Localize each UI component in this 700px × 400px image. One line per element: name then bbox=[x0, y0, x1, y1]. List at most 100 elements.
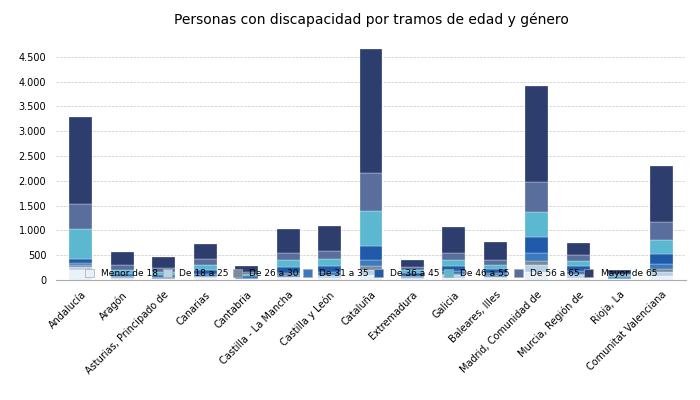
Bar bbox=[401, 279, 424, 280]
Bar bbox=[360, 173, 382, 211]
Bar bbox=[111, 277, 134, 278]
Bar bbox=[442, 260, 466, 266]
Bar bbox=[484, 265, 507, 269]
Bar bbox=[484, 273, 507, 276]
Bar bbox=[276, 229, 300, 253]
Bar bbox=[194, 277, 216, 278]
Bar bbox=[608, 275, 631, 276]
Bar bbox=[608, 276, 631, 278]
Bar bbox=[608, 274, 631, 275]
Bar bbox=[276, 267, 300, 273]
Bar bbox=[69, 263, 92, 265]
Bar bbox=[526, 237, 548, 253]
Bar bbox=[111, 252, 134, 265]
Bar bbox=[69, 270, 92, 280]
Bar bbox=[153, 278, 175, 279]
Bar bbox=[526, 253, 548, 261]
Bar bbox=[567, 278, 589, 280]
Bar bbox=[194, 276, 216, 277]
Bar bbox=[442, 278, 466, 280]
Bar bbox=[401, 273, 424, 276]
Bar bbox=[484, 269, 507, 273]
Bar bbox=[194, 260, 216, 265]
Bar bbox=[111, 274, 134, 276]
Legend: Menor de 18, De 18 a 25, De 26 a 30, De 31 a 35, De 36 a 45, De 46 a 55, De 56 a: Menor de 18, De 18 a 25, De 26 a 30, De … bbox=[85, 269, 657, 278]
Bar bbox=[401, 276, 424, 277]
Bar bbox=[360, 49, 382, 173]
Bar bbox=[442, 275, 466, 278]
Bar bbox=[526, 261, 548, 265]
Title: Personas con discapacidad por tramos de edad y género: Personas con discapacidad por tramos de … bbox=[174, 12, 568, 27]
Bar bbox=[526, 265, 548, 272]
Bar bbox=[360, 274, 382, 280]
Bar bbox=[235, 279, 258, 280]
Bar bbox=[608, 270, 631, 274]
Bar bbox=[235, 276, 258, 278]
Bar bbox=[111, 276, 134, 277]
Bar bbox=[401, 277, 424, 278]
Bar bbox=[442, 274, 466, 275]
Bar bbox=[650, 166, 673, 222]
Bar bbox=[318, 251, 341, 259]
Bar bbox=[69, 229, 92, 259]
Bar bbox=[194, 244, 216, 260]
Bar bbox=[650, 222, 673, 240]
Bar bbox=[153, 272, 175, 275]
Bar bbox=[650, 269, 673, 272]
Bar bbox=[360, 211, 382, 246]
Bar bbox=[567, 242, 589, 256]
Bar bbox=[484, 260, 507, 265]
Bar bbox=[235, 266, 258, 272]
Bar bbox=[567, 256, 589, 261]
Bar bbox=[526, 272, 548, 280]
Bar bbox=[276, 260, 300, 267]
Bar bbox=[69, 259, 92, 263]
Bar bbox=[111, 265, 134, 270]
Bar bbox=[153, 279, 175, 280]
Bar bbox=[318, 226, 341, 251]
Bar bbox=[69, 117, 92, 204]
Bar bbox=[318, 259, 341, 266]
Bar bbox=[401, 278, 424, 279]
Bar bbox=[235, 274, 258, 276]
Bar bbox=[318, 266, 341, 272]
Bar bbox=[153, 275, 175, 277]
Bar bbox=[276, 253, 300, 260]
Bar bbox=[526, 212, 548, 237]
Bar bbox=[567, 275, 589, 278]
Bar bbox=[401, 267, 424, 270]
Bar bbox=[484, 242, 507, 260]
Bar bbox=[69, 265, 92, 267]
Bar bbox=[360, 266, 382, 270]
Bar bbox=[194, 278, 216, 280]
Bar bbox=[153, 268, 175, 272]
Bar bbox=[69, 267, 92, 270]
Bar bbox=[318, 272, 341, 275]
Bar bbox=[360, 246, 382, 260]
Bar bbox=[111, 278, 134, 279]
Bar bbox=[567, 271, 589, 274]
Bar bbox=[401, 260, 424, 267]
Bar bbox=[650, 272, 673, 276]
Bar bbox=[276, 278, 300, 280]
Bar bbox=[650, 254, 673, 264]
Bar bbox=[650, 276, 673, 280]
Bar bbox=[318, 276, 341, 278]
Bar bbox=[360, 260, 382, 266]
Bar bbox=[194, 274, 216, 276]
Bar bbox=[235, 272, 258, 274]
Bar bbox=[153, 258, 175, 268]
Bar bbox=[360, 270, 382, 274]
Bar bbox=[526, 182, 548, 212]
Bar bbox=[318, 278, 341, 280]
Bar bbox=[442, 227, 466, 254]
Bar bbox=[567, 266, 589, 271]
Bar bbox=[276, 273, 300, 275]
Bar bbox=[442, 266, 466, 271]
Bar bbox=[442, 271, 466, 274]
Bar bbox=[567, 274, 589, 275]
Bar bbox=[442, 254, 466, 260]
Bar bbox=[276, 276, 300, 278]
Bar bbox=[111, 279, 134, 280]
Bar bbox=[276, 275, 300, 276]
